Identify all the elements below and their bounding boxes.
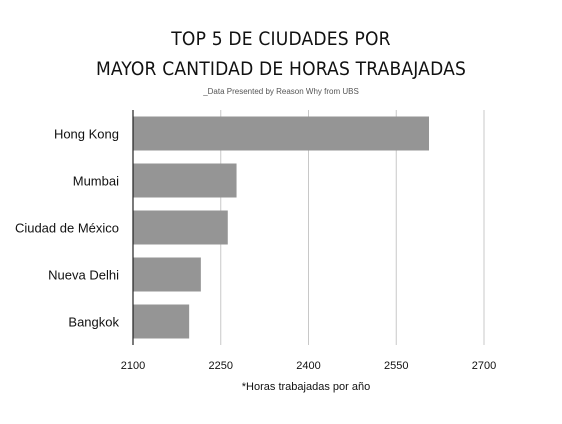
x-tick-label: 2550 (384, 360, 408, 372)
bar (133, 257, 201, 292)
bar (133, 210, 228, 245)
category-label: Hong Kong (54, 127, 119, 142)
x-tick-label: 2400 (296, 360, 320, 372)
x-tick-label: 2700 (472, 360, 496, 372)
chart-title-line-1: TOP 5 DE CIUDADES POR (171, 28, 391, 50)
category-label: Mumbai (73, 174, 119, 189)
bar (133, 304, 190, 339)
x-tick-label: 2100 (121, 360, 145, 372)
chart-subtitle: _Data Presented by Reason Why from UBS (203, 87, 359, 96)
category-label: Nueva Delhi (48, 268, 119, 283)
category-label: Ciudad de México (15, 221, 119, 236)
category-label: Bangkok (68, 315, 119, 330)
chart-title-line-2: MAYOR CANTIDAD DE HORAS TRABAJADAS (95, 58, 467, 80)
bar (133, 116, 430, 151)
bar (133, 163, 237, 198)
chart-footnote: *Horas trabajadas por año (241, 381, 371, 393)
x-tick-label: 2250 (209, 360, 233, 372)
